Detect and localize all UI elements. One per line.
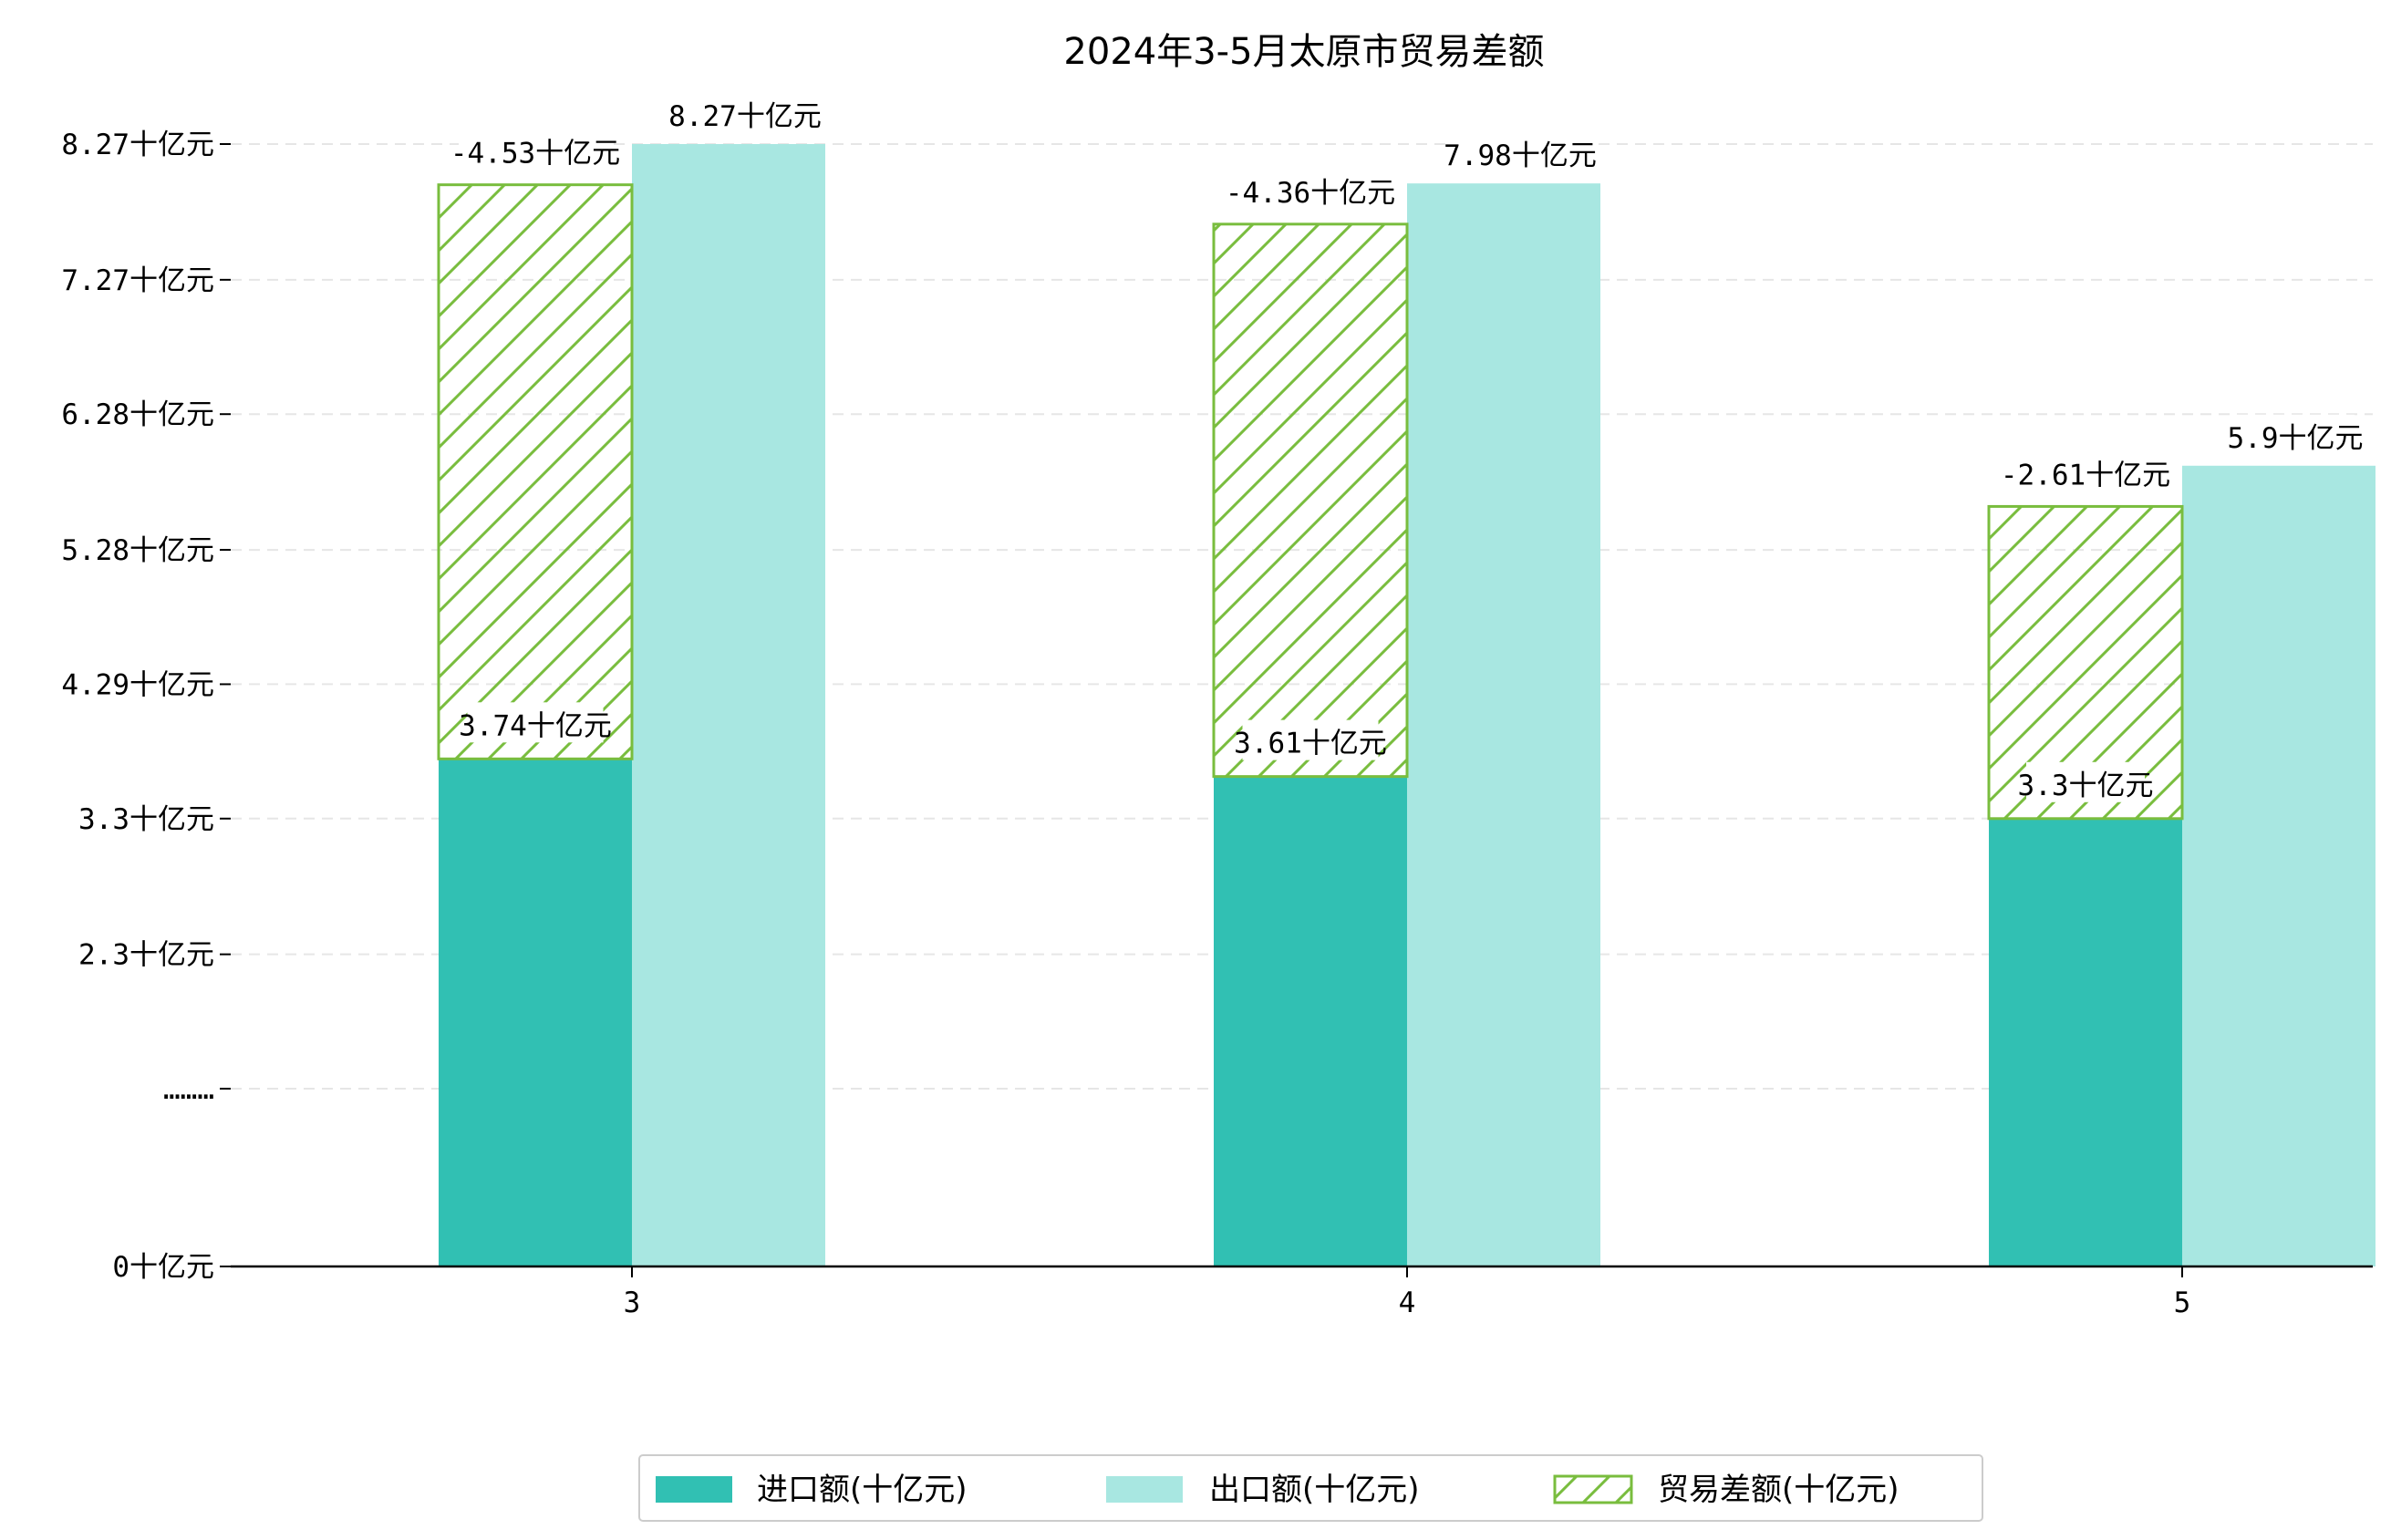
data-label-import-bg xyxy=(1242,719,1379,760)
y-tick-label: 8.27十亿元 xyxy=(61,129,214,161)
y-tick-label: ……… xyxy=(163,1073,214,1106)
bar-import xyxy=(1214,776,1407,1266)
y-tick-label: 7.27十亿元 xyxy=(61,264,214,297)
data-label-import-bg xyxy=(2026,761,2145,802)
data-label-export-bg xyxy=(677,93,813,133)
y-tick-label: 3.3十亿元 xyxy=(78,803,214,836)
y-tick-label: 4.29十亿元 xyxy=(61,668,214,701)
legend: 进口额(十亿元) 出口额(十亿元) 贸易差额(十亿元) xyxy=(638,1454,1983,1522)
bar-import xyxy=(439,759,632,1266)
x-tick-label: 3 xyxy=(624,1287,641,1319)
data-label-export-bg xyxy=(2236,414,2355,455)
data-label-import: 3.74十亿元 xyxy=(459,709,612,742)
data-label-balance: -4.36十亿元 xyxy=(1226,177,1395,210)
bar-balance xyxy=(1212,222,1409,779)
bar-export xyxy=(2182,465,2375,1267)
y-tick-label: 5.28十亿元 xyxy=(61,534,214,567)
data-label-import: 3.61十亿元 xyxy=(1234,728,1387,760)
chart-title: 2024年3-5月太原市贸易差额 xyxy=(1063,31,1544,73)
data-label-export: 5.9十亿元 xyxy=(2228,422,2364,455)
legend-label-export: 出口额(十亿元) xyxy=(1209,1472,1420,1508)
bars xyxy=(437,144,2375,1267)
bar-export xyxy=(632,144,825,1266)
data-label-balance: -2.61十亿元 xyxy=(2001,459,2170,491)
data-label-import-bg xyxy=(467,702,604,743)
legend-label-balance: 贸易差额(十亿元) xyxy=(1658,1472,1899,1508)
data-label-balance-bg xyxy=(2009,451,2162,492)
x-tick-label: 5 xyxy=(2174,1287,2191,1319)
y-tick-label: 6.28十亿元 xyxy=(61,398,214,431)
data-label-balance-bg xyxy=(1234,169,1387,210)
data-labels: 8.27十亿元 -4.53十亿元 3.74十亿元 7.98十亿元 -4.36十亿元 3.6… xyxy=(450,93,2364,802)
data-label-balance: -4.53十亿元 xyxy=(450,138,620,171)
legend-frame xyxy=(638,1454,1983,1522)
data-label-export-bg xyxy=(1452,132,1589,173)
bar-import xyxy=(1989,818,2182,1266)
axes: 0十亿元 ……… 2.3十亿元 3.3十亿元 4.29十亿元 5.28十亿元 6.28十亿元… xyxy=(61,129,2373,1319)
data-label-export: 7.98十亿元 xyxy=(1444,140,1597,172)
y-tick-label: 0十亿元 xyxy=(112,1251,214,1284)
data-label-export: 8.27十亿元 xyxy=(668,100,822,133)
y-tick-label: 2.3十亿元 xyxy=(78,939,214,972)
legend-swatch-balance xyxy=(1553,1474,1633,1504)
data-label-balance-bg xyxy=(459,129,612,171)
legend-swatch-import xyxy=(656,1476,732,1503)
bar-export xyxy=(1407,183,1600,1266)
legend-swatch-export xyxy=(1106,1476,1183,1503)
bar-balance xyxy=(437,183,634,760)
data-label-import: 3.3十亿元 xyxy=(2018,770,2154,802)
legend-label-import: 进口额(十亿元) xyxy=(757,1472,968,1508)
x-tick-label: 4 xyxy=(1399,1287,1416,1319)
